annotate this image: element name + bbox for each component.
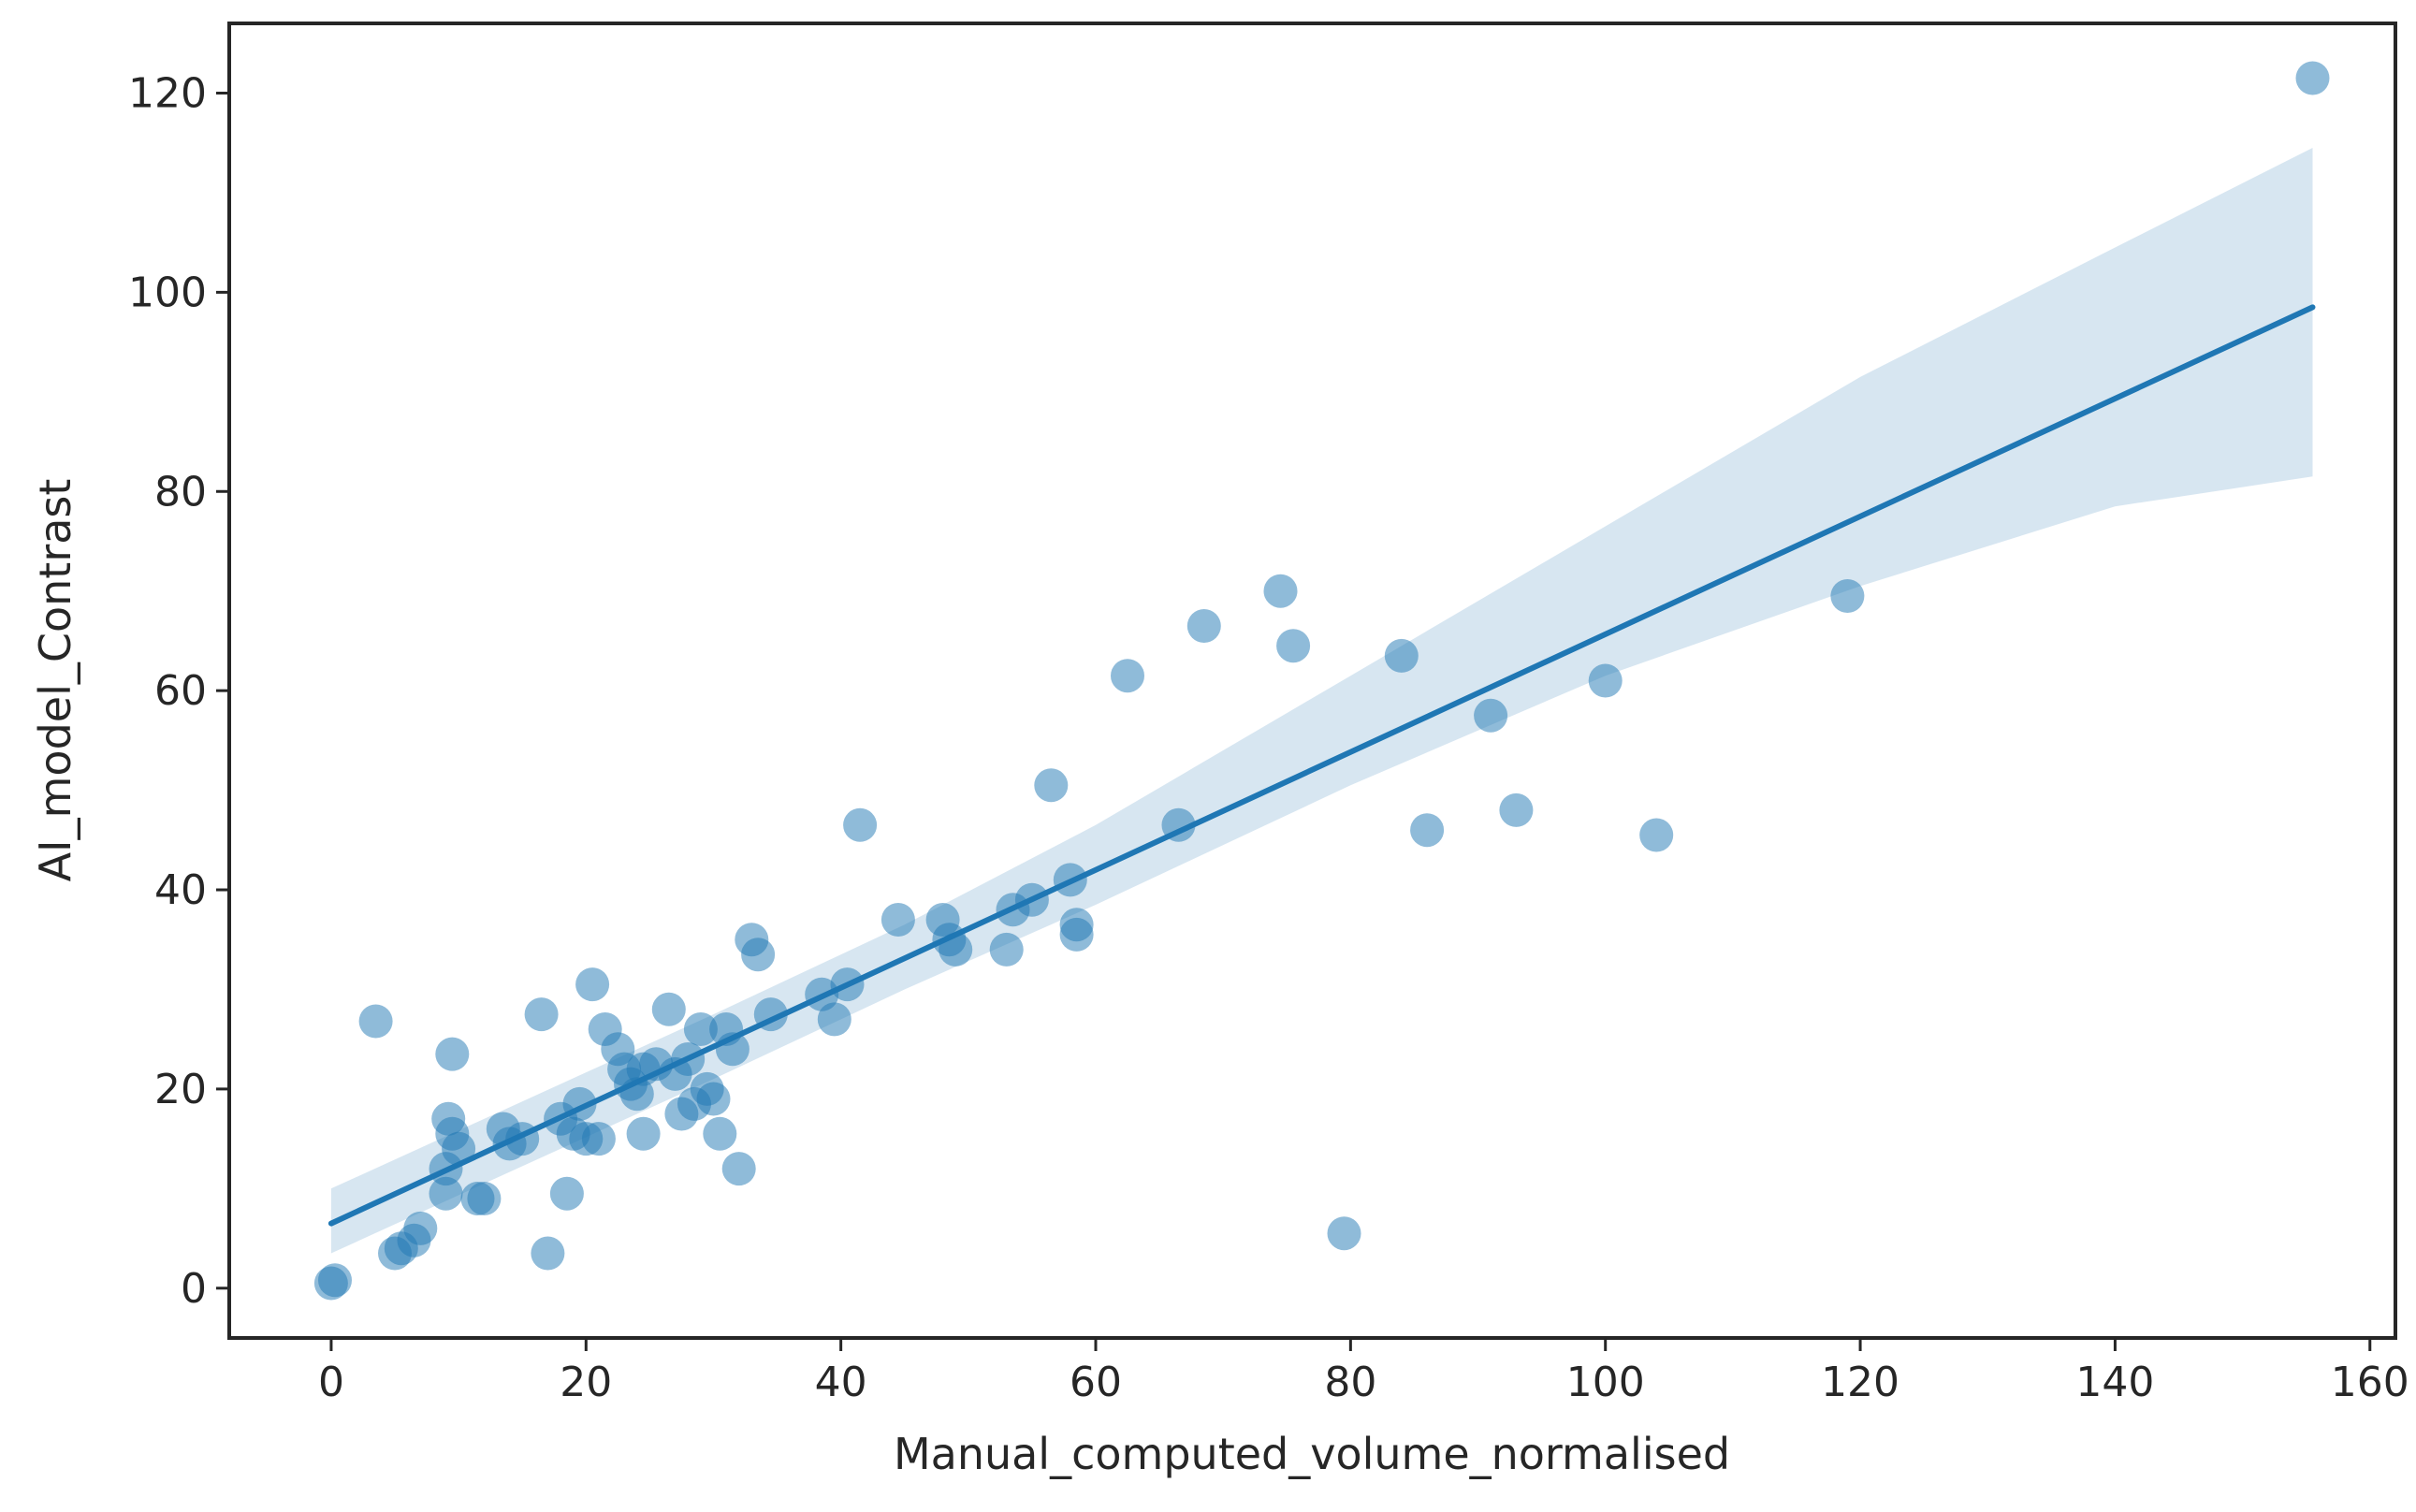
data-point-74 (1499, 792, 1534, 827)
data-point-58 (989, 932, 1024, 967)
data-point-64 (1059, 917, 1094, 952)
data-point-71 (1384, 638, 1419, 673)
x-tick-label-60: 60 (1070, 1359, 1122, 1406)
data-point-11 (435, 1037, 470, 1071)
data-point-46 (721, 1152, 756, 1186)
data-point-49 (753, 997, 788, 1032)
data-point-23 (562, 1086, 597, 1121)
data-point-17 (505, 1122, 540, 1156)
data-point-43 (703, 1116, 737, 1151)
confidence-band-layer (330, 148, 2313, 1254)
data-point-14 (467, 1182, 502, 1215)
data-point-78 (2295, 61, 2330, 95)
data-point-52 (830, 967, 865, 1002)
plot-frame (227, 22, 2397, 1340)
data-point-42 (696, 1082, 731, 1116)
data-point-7 (429, 1176, 463, 1211)
y-tick-label-100: 100 (128, 269, 207, 316)
x-tick-label-100: 100 (1566, 1359, 1645, 1406)
data-point-70 (1327, 1216, 1361, 1251)
data-point-69 (1276, 629, 1311, 663)
data-point-12 (442, 1131, 476, 1166)
data-point-21 (549, 1176, 584, 1211)
data-point-25 (575, 967, 610, 1002)
data-point-67 (1186, 609, 1221, 643)
data-point-68 (1263, 574, 1298, 608)
data-point-54 (881, 903, 915, 937)
x-tick-label-120: 120 (1821, 1359, 1899, 1406)
y-tick-label-60: 60 (154, 667, 207, 715)
data-point-1 (318, 1263, 352, 1298)
y-axis-ticks: 0 20 40 60 80 100 120 (128, 70, 229, 1313)
x-tick-label-140: 140 (2075, 1359, 2154, 1406)
data-point-65 (1111, 659, 1144, 693)
y-tick-label-20: 20 (154, 1066, 207, 1113)
confidence-band (330, 148, 2313, 1254)
data-point-53 (843, 807, 878, 842)
data-point-66 (1161, 807, 1196, 842)
x-tick-label-160: 160 (2331, 1359, 2409, 1406)
data-point-50 (805, 977, 839, 1011)
data-point-48 (741, 938, 776, 972)
x-tick-label-80: 80 (1324, 1359, 1376, 1406)
data-point-73 (1474, 698, 1508, 733)
x-axis-label: Manual_computed_volume_normalised (894, 1429, 1730, 1479)
data-point-51 (817, 1002, 851, 1037)
data-point-40 (683, 1012, 718, 1046)
data-point-18 (524, 997, 559, 1032)
data-point-33 (626, 1116, 661, 1151)
data-point-62 (1053, 863, 1087, 897)
y-tick-label-80: 80 (154, 468, 207, 516)
data-point-19 (531, 1236, 565, 1271)
x-tick-label-20: 20 (560, 1359, 612, 1406)
data-point-26 (581, 1122, 616, 1156)
y-tick-label-40: 40 (154, 866, 207, 914)
scatter-points-layer (313, 61, 2330, 1301)
data-point-2 (358, 1004, 393, 1039)
y-tick-label-0: 0 (181, 1265, 207, 1313)
data-point-6 (403, 1211, 438, 1245)
x-tick-label-40: 40 (815, 1359, 867, 1406)
x-axis-ticks: 0 20 40 60 80 100 120 140 160 (318, 1338, 2409, 1406)
data-point-60 (1014, 882, 1049, 917)
data-point-76 (1639, 818, 1674, 852)
data-point-57 (939, 932, 973, 967)
data-point-61 (1034, 768, 1069, 803)
x-tick-label-0: 0 (318, 1359, 344, 1406)
data-point-75 (1588, 663, 1623, 698)
data-point-77 (1830, 579, 1865, 613)
y-tick-label-120: 120 (128, 70, 207, 118)
data-point-38 (671, 1042, 706, 1076)
data-point-45 (715, 1032, 750, 1067)
data-point-72 (1410, 813, 1445, 848)
y-axis-label: AI_model_Contrast (30, 479, 80, 882)
data-point-35 (651, 992, 686, 1026)
